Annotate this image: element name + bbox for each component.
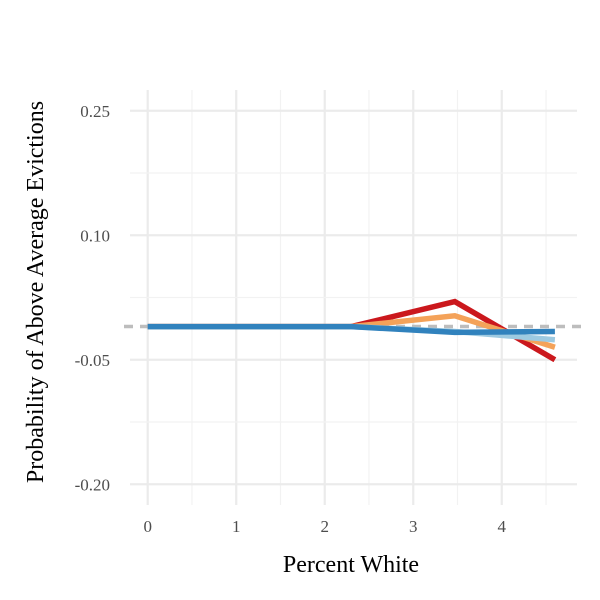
x-tick-label-2: 2 [320, 517, 329, 536]
y-tick-label-0: 0.25 [80, 102, 110, 121]
x-axis-title: Percent White [283, 552, 419, 578]
series-line-3 [147, 323, 555, 336]
y-axis-title: Probability of Above Average Evictions [23, 101, 49, 483]
grid [130, 90, 577, 505]
x-tick-label-1: 1 [232, 517, 241, 536]
y-tick-label-2: -0.05 [75, 351, 110, 370]
series-lines [147, 298, 557, 363]
x-tick-label-0: 0 [143, 517, 152, 536]
y-tick-labels: 0.25 0.10 -0.05 -0.20 [75, 102, 110, 495]
y-tick-label-3: -0.20 [75, 475, 110, 494]
x-tick-labels: 0 1 2 3 4 [143, 517, 506, 536]
y-tick-label-1: 0.10 [80, 226, 110, 245]
x-tick-label-3: 3 [409, 517, 418, 536]
x-tick-label-4: 4 [498, 517, 507, 536]
